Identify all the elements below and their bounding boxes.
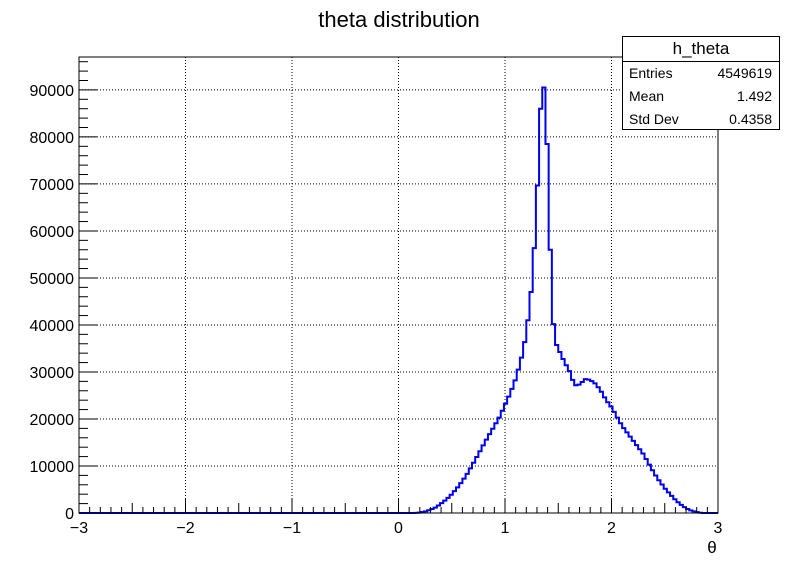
chart-title: theta distribution: [318, 7, 479, 32]
stats-label: Entries: [629, 65, 673, 81]
x-tick-label: 1: [501, 520, 510, 537]
x-tick-label: 2: [607, 520, 616, 537]
y-tick-label: 40000: [30, 318, 75, 335]
y-tick-label: 60000: [30, 224, 75, 241]
grid: [79, 57, 718, 513]
x-tick-label: −3: [70, 520, 88, 537]
stats-value: 1.492: [736, 88, 772, 104]
y-tick-labels: 0 10000 20000 30000 40000 50000 60000 70000 8000…: [30, 83, 75, 523]
x-axis-label: θ: [707, 538, 716, 557]
stats-row-entries: Entries 4549619: [623, 62, 779, 85]
y-tick-label: 0: [65, 506, 74, 523]
x-tick-labels: −3 −2 −1 0 1 2 3: [70, 520, 723, 537]
x-tick-label: 0: [394, 520, 403, 537]
y-tick-label: 90000: [30, 83, 75, 100]
x-tick-label: −1: [283, 520, 301, 537]
stats-row-mean: Mean 1.492: [623, 85, 779, 108]
y-tick-label: 50000: [30, 271, 75, 288]
stats-label: Std Dev: [629, 111, 679, 127]
y-tick-label: 30000: [30, 365, 75, 382]
stats-value: 4549619: [717, 65, 772, 81]
x-tick-label: −2: [176, 520, 194, 537]
stats-label: Mean: [629, 88, 665, 104]
y-tick-label: 80000: [30, 130, 75, 147]
stats-box: h_theta Entries 4549619 Mean 1.492 Std D…: [622, 36, 780, 130]
stats-title: h_theta: [623, 37, 779, 62]
stats-row-stddev: Std Dev 0.4358: [623, 108, 779, 131]
x-tick-label: 3: [714, 520, 723, 537]
y-tick-label: 10000: [30, 459, 75, 476]
stats-value: 0.4358: [729, 111, 772, 127]
y-tick-label: 70000: [30, 177, 75, 194]
axis-ticks: [78, 61, 719, 514]
y-tick-label: 20000: [30, 412, 75, 429]
